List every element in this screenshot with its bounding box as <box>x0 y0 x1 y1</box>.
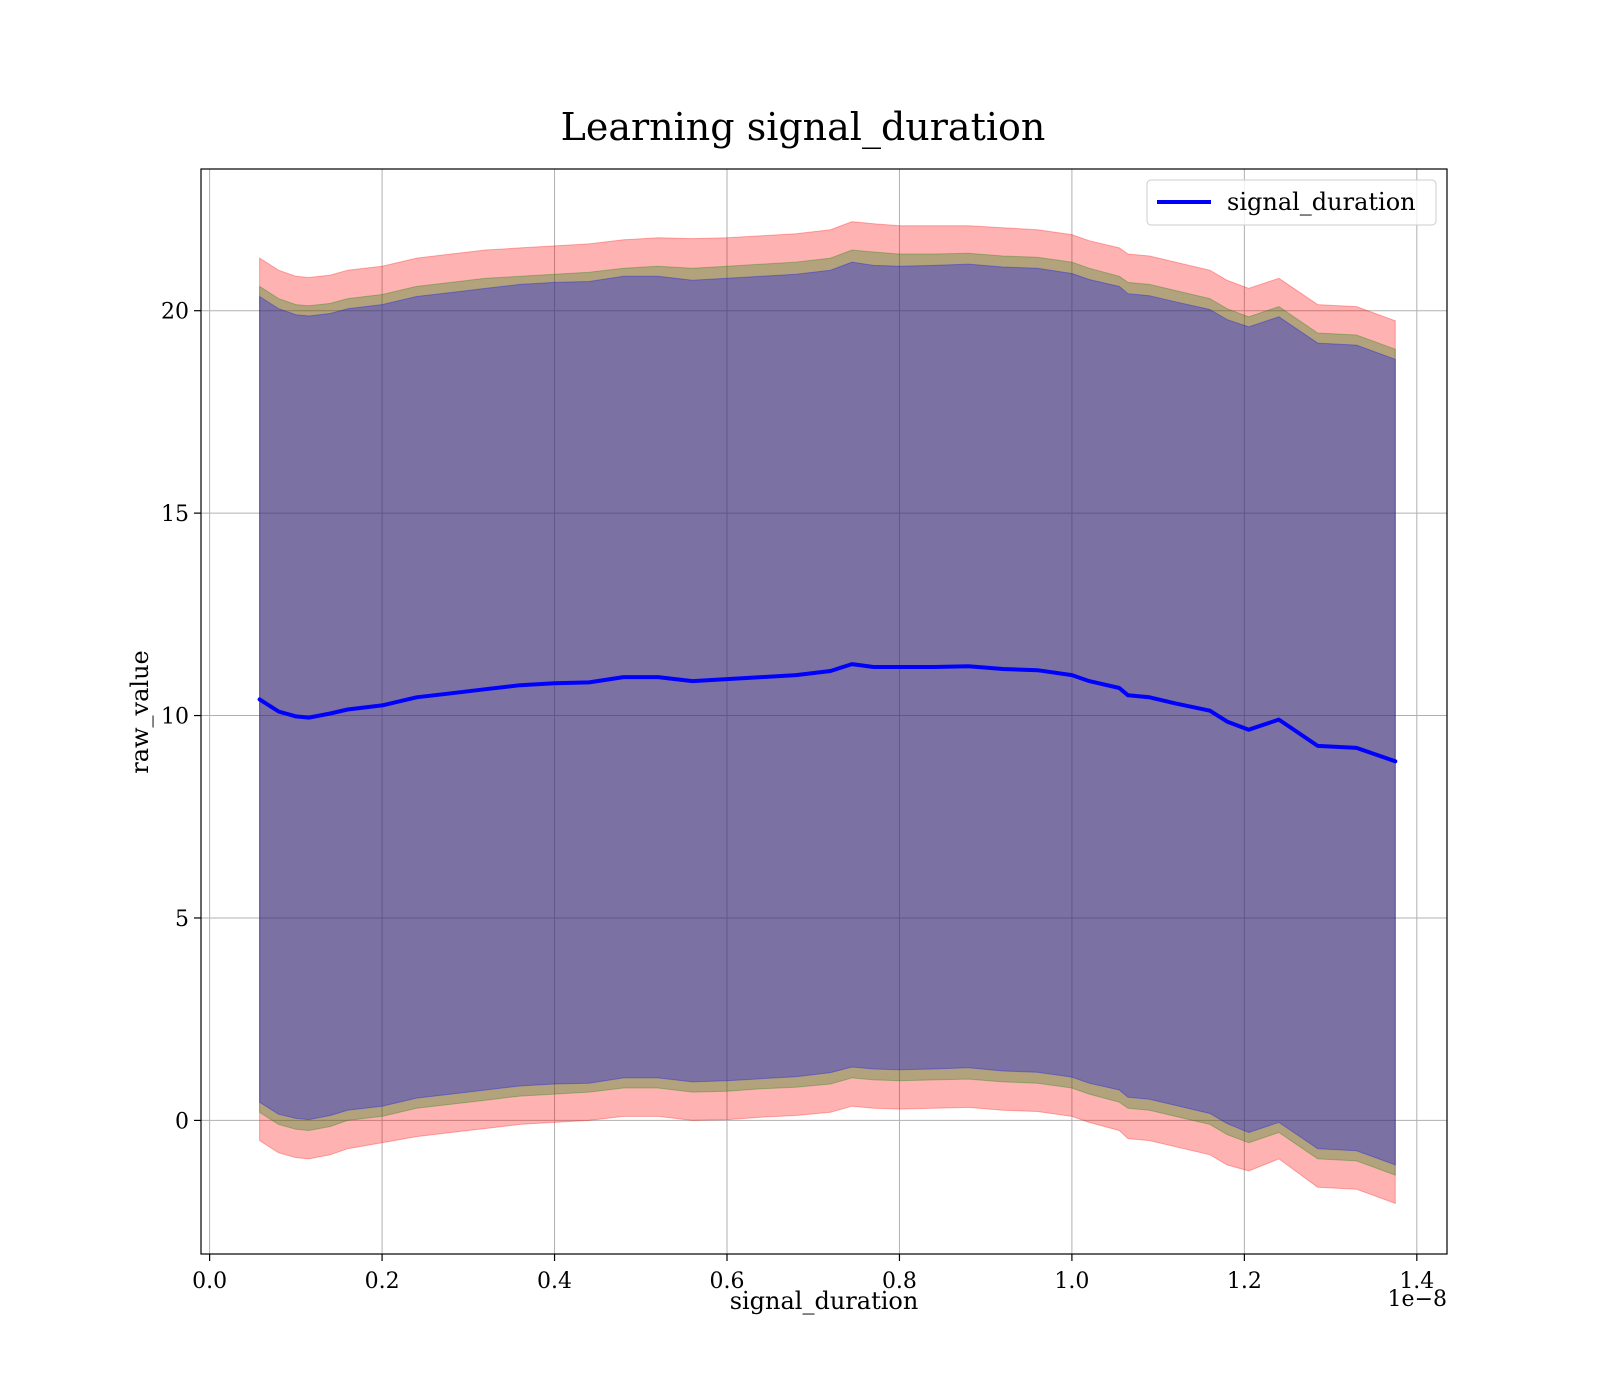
y-axis-label: raw_value <box>126 650 154 774</box>
x-tick-label: 0.6 <box>709 1269 744 1294</box>
y-axis-ticks: 0 5 10 15 20 <box>161 300 201 1134</box>
legend-label: signal_duration <box>1227 188 1416 216</box>
confidence-bands <box>259 221 1396 1205</box>
x-tick-label: 0.2 <box>365 1269 400 1294</box>
x-axis-ticks: 0.0 0.2 0.4 0.6 0.8 1.0 1.2 1.4 <box>192 1254 1434 1294</box>
series-line-signal_duration <box>257 662 1398 764</box>
y-tick-label: 0 <box>175 1109 189 1134</box>
x-axis-offset-label: 1e−8 <box>1388 1287 1447 1312</box>
y-tick-label: 10 <box>161 705 189 730</box>
y-tick-label: 20 <box>161 300 189 325</box>
legend: signal_duration <box>1146 179 1437 226</box>
confidence-band-2 <box>259 249 1396 1176</box>
x-tick-label: 1.4 <box>1399 1269 1434 1294</box>
legend-box <box>1146 179 1437 226</box>
confidence-band-3 <box>259 261 1396 1166</box>
y-tick-label: 15 <box>161 502 189 527</box>
confidence-band-1 <box>259 221 1396 1205</box>
series-lines <box>257 662 1398 764</box>
x-tick-label: 1.2 <box>1227 1269 1262 1294</box>
x-tick-label: 0.4 <box>537 1269 572 1294</box>
x-axis-label: signal_duration <box>730 1287 919 1315</box>
grid-lines <box>201 169 1447 1254</box>
y-tick-label: 5 <box>175 907 189 932</box>
chart-title: Learning signal_duration <box>561 105 1046 150</box>
x-tick-label: 0.0 <box>192 1269 227 1294</box>
plot-frame <box>200 168 1448 1255</box>
x-tick-label: 1.0 <box>1054 1269 1089 1294</box>
x-tick-label: 0.8 <box>882 1269 917 1294</box>
